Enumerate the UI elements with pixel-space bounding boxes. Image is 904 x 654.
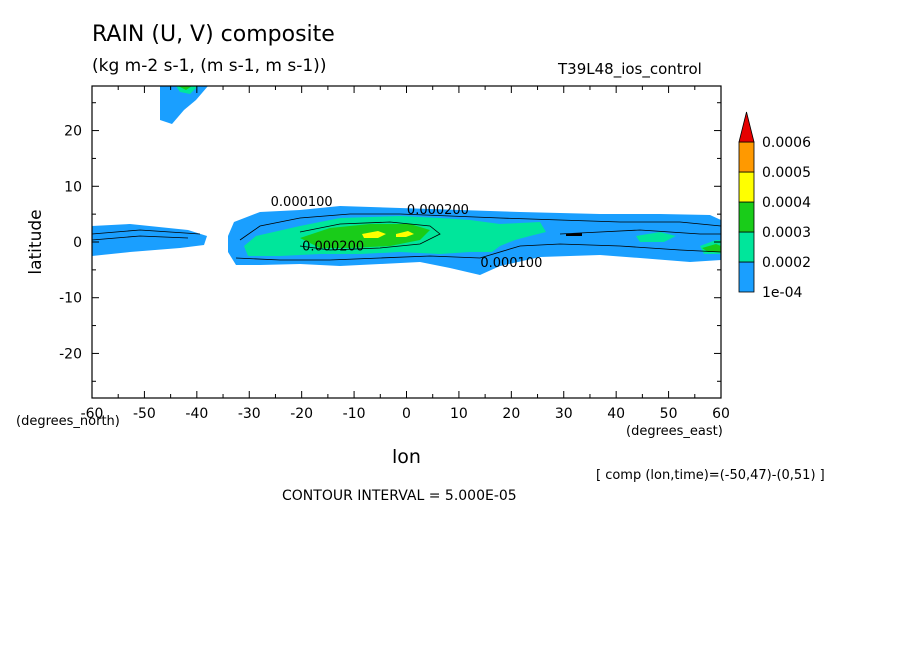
x-tick-label: -10 — [343, 406, 366, 422]
contour-lines — [92, 213, 721, 261]
contour-label: 0.000200 — [407, 203, 469, 218]
colorbar-segment — [738, 141, 755, 173]
contour-region-top-dkgreen — [178, 86, 192, 90]
contour-line-3 — [299, 221, 441, 251]
y-tick-label: -10 — [59, 291, 82, 307]
x-unit-label: (degrees_east) — [626, 424, 723, 439]
x-tick-label: 10 — [450, 406, 468, 422]
run-id-label: T39L48_ios_control — [558, 60, 702, 78]
contour-line-6 — [92, 229, 201, 235]
colorbar-level-label: 0.0005 — [762, 165, 811, 181]
contour-label: 0.000100 — [480, 256, 542, 271]
x-tick-label: 30 — [555, 406, 573, 422]
chart-title: RAIN (U, V) composite — [92, 22, 335, 47]
contour-label-group: 0.000100 0.000200 0.000200 0.000100 — [271, 195, 543, 271]
x-tick-group: -60 -50 -40 -30 -20 -10 0 10 20 30 40 50 60 — [81, 86, 730, 422]
colorbar-segment — [738, 231, 755, 263]
y-tick-label: 0 — [73, 235, 82, 251]
colorbar-arrow — [738, 111, 755, 143]
contour-line-1 — [239, 213, 721, 241]
contour-region-top-blue — [160, 86, 208, 124]
contour-region-top-green — [176, 86, 198, 94]
contour-interval-note: CONTOUR INTERVAL = 5.000E-05 — [282, 488, 517, 504]
contour-region-main-green-east — [636, 232, 676, 242]
x-tick-label: -20 — [290, 406, 313, 422]
x-tick-label: 20 — [502, 406, 520, 422]
x-tick-label: -40 — [185, 406, 208, 422]
contour-dark-spot — [566, 233, 582, 236]
composite-note: [ comp (lon,time)=(-50,47)-(0,51) ] — [596, 468, 825, 483]
x-tick-label: -30 — [238, 406, 261, 422]
contour-label: 0.000200 — [302, 239, 364, 254]
colorbar-level-label: 0.0002 — [762, 255, 811, 271]
x-tick-label: -50 — [133, 406, 156, 422]
contour-line-4 — [92, 235, 189, 241]
contour-line-2 — [235, 243, 721, 261]
x-tick-label: 50 — [660, 406, 678, 422]
contour-line-5 — [559, 229, 721, 235]
y-tick-label: -20 — [59, 346, 82, 362]
contour-region-main-dkgreen-east — [702, 244, 721, 252]
x-tick-label: 60 — [712, 406, 730, 422]
y-tick-label: 10 — [64, 179, 82, 195]
x-tick-label: 0 — [402, 406, 411, 422]
colorbar-segment — [738, 261, 755, 293]
y-tick-group: -20 -10 0 10 20 — [59, 102, 721, 382]
x-axis-label: lon — [392, 446, 421, 468]
x-tick-label: -60 — [81, 406, 104, 422]
y-unit-label: (degrees_north) — [16, 414, 120, 429]
colorbar-level-label: 0.0004 — [762, 195, 811, 211]
contour-region-main-yellow — [362, 231, 386, 238]
x-tick-label: 40 — [607, 406, 625, 422]
chart-subtitle: (kg m-2 s-1, (m s-1, m s-1)) — [92, 56, 327, 76]
colorbar-segment — [738, 171, 755, 203]
colorbar-segment — [738, 201, 755, 233]
contour-label: 0.000100 — [271, 195, 333, 210]
colorbar-level-label: 0.0006 — [762, 135, 811, 151]
y-tick-label: 20 — [64, 124, 82, 140]
contour-region-main-yellow-2 — [396, 231, 414, 237]
colorbar-level-label: 0.0003 — [762, 225, 811, 241]
contour-fill-group — [92, 86, 721, 275]
contour-region-west-blue — [92, 224, 207, 256]
colorbar: 1e-04 0.0002 0.0003 0.0004 0.0005 0.0006 — [738, 111, 811, 301]
colorbar-level-label: 1e-04 — [762, 285, 802, 301]
